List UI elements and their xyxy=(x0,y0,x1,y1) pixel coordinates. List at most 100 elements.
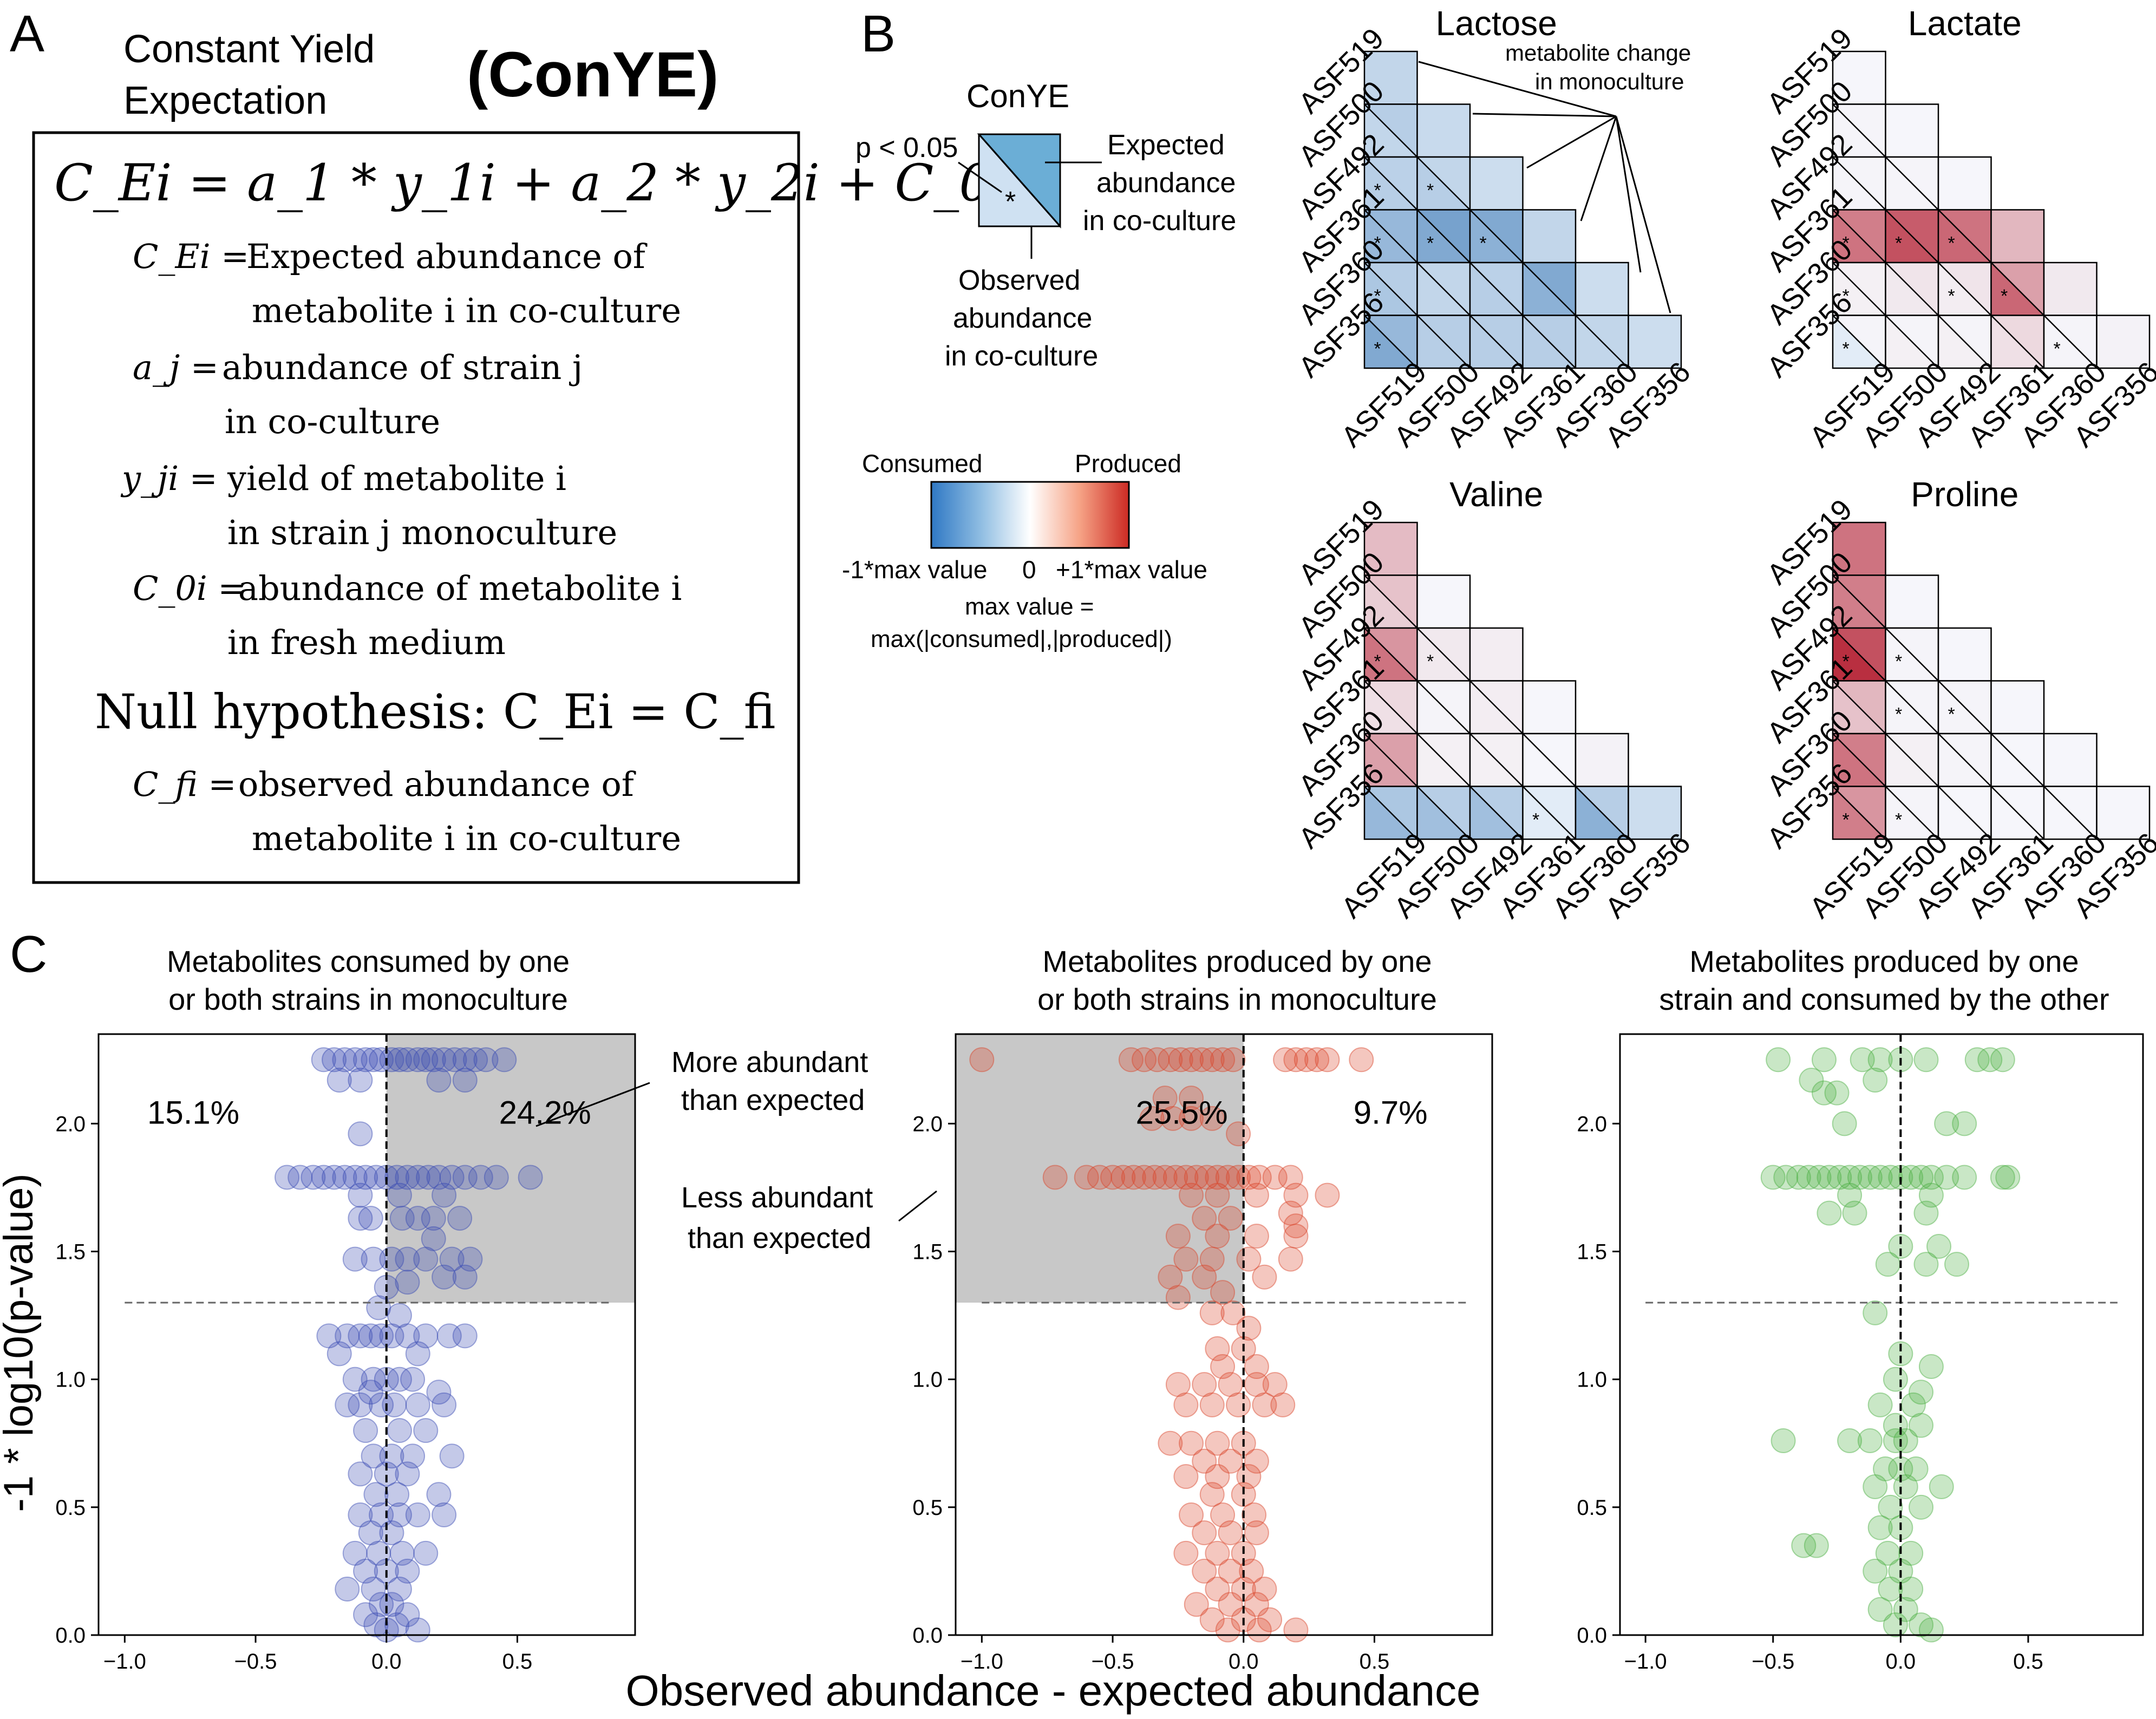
y-tick-label: 0.5 xyxy=(912,1496,943,1520)
data-point xyxy=(452,1323,478,1349)
data-point xyxy=(1867,1392,1893,1417)
data-point xyxy=(1218,1520,1243,1546)
heatmap-cell-mono xyxy=(2043,262,2098,316)
data-point xyxy=(1179,1430,1204,1456)
data-point xyxy=(1283,1213,1309,1239)
data-point xyxy=(1875,1252,1900,1277)
data-point xyxy=(363,1165,389,1190)
data-point xyxy=(1192,1520,1217,1546)
data-point xyxy=(1773,1165,1799,1190)
plot-frame xyxy=(1619,1033,2144,1636)
data-point xyxy=(1179,1047,1204,1073)
data-point xyxy=(363,1612,389,1638)
data-point xyxy=(1205,1540,1230,1566)
heatmap-cell-diagonal xyxy=(1990,315,2044,369)
legend-star: * xyxy=(1005,186,1016,218)
data-point xyxy=(1152,1165,1178,1190)
data-point xyxy=(432,1502,457,1527)
data-point xyxy=(1926,1234,1952,1259)
def-cf-text2: metabolite i in co-culture xyxy=(252,819,681,858)
heatmap-cell-diagonal xyxy=(1832,574,1886,629)
data-point xyxy=(1158,1047,1183,1073)
heatmap-significance-star: * xyxy=(1843,810,1850,831)
data-point xyxy=(353,1558,378,1584)
heatmap-cell-diagonal xyxy=(1990,262,2044,316)
data-point xyxy=(1898,1165,1924,1190)
colorbar xyxy=(930,481,1130,549)
colorbar-mid-label: 0 xyxy=(1022,555,1036,584)
x-tick-label: −0.5 xyxy=(234,1650,277,1674)
heatmap-cell-diagonal xyxy=(1364,680,1418,734)
less-abundant-line2: than expected xyxy=(688,1222,871,1254)
heatmap-cell-diagonal xyxy=(2043,315,2098,369)
data-point xyxy=(1278,1246,1303,1272)
data-point xyxy=(1293,1047,1319,1073)
data-point xyxy=(379,1047,404,1073)
data-point xyxy=(1909,1612,1934,1638)
heatmap-cell-mono xyxy=(2043,733,2098,787)
data-point xyxy=(1867,1515,1893,1540)
data-point xyxy=(1857,1428,1883,1454)
x-axis-label: Observed abundance - expected abundance xyxy=(626,1666,1481,1715)
panel-a-title-line1: Constant Yield xyxy=(123,28,375,71)
data-point xyxy=(348,1323,373,1349)
data-point xyxy=(348,1461,373,1487)
x-tick-label: 0.0 xyxy=(371,1650,402,1674)
observed-label-2: abundance xyxy=(953,303,1092,334)
right-percentage: 24.2% xyxy=(499,1094,591,1130)
scatter-title: or both strains in monoculture xyxy=(1037,982,1437,1016)
data-point xyxy=(1850,1047,1875,1073)
heatmap-cell-diagonal xyxy=(1938,262,1992,316)
data-point xyxy=(1863,1558,1888,1584)
data-point xyxy=(1118,1047,1144,1073)
x-tick-label: −1.0 xyxy=(1624,1650,1667,1674)
data-point xyxy=(1244,1448,1269,1474)
data-point xyxy=(387,1576,412,1602)
data-point xyxy=(463,1047,488,1073)
data-point xyxy=(1252,1392,1277,1417)
panel-label-a: A xyxy=(10,5,44,63)
data-point xyxy=(1863,1300,1888,1325)
heatmap-proline: Proline* ** ** *ASF519ASF500ASF492ASF361ASF… xyxy=(1761,475,2156,924)
less-abundant-line1: Less abundant xyxy=(681,1181,873,1214)
data-point xyxy=(1074,1165,1099,1190)
data-point xyxy=(395,1047,420,1073)
data-point xyxy=(1042,1165,1068,1190)
data-point xyxy=(426,1068,452,1093)
data-point xyxy=(1944,1252,1970,1277)
data-point xyxy=(1824,1080,1850,1106)
heatmap-significance-star: * xyxy=(1427,651,1434,672)
y-tick-label: 2.0 xyxy=(912,1112,943,1136)
data-point xyxy=(384,1482,410,1507)
equation: C_Ei = a_1 * y_1i + a_2 * y_2i + C_0i xyxy=(54,154,1008,213)
heatmap-significance-star: * xyxy=(1374,180,1381,201)
data-point xyxy=(387,1303,412,1328)
heatmap-significance-star: * xyxy=(1374,286,1381,306)
data-point xyxy=(413,1323,439,1349)
heatmap-cell-diagonal xyxy=(1522,315,1576,369)
data-point xyxy=(1152,1086,1178,1111)
y-tick-label: 1.5 xyxy=(55,1240,86,1264)
scatter-title: or both strains in monoculture xyxy=(168,982,568,1016)
data-point xyxy=(348,1206,373,1231)
data-point xyxy=(1199,1482,1225,1507)
heatmap-cell-diagonal xyxy=(1416,733,1471,787)
data-point xyxy=(1349,1047,1374,1073)
data-point xyxy=(1952,1165,1977,1190)
data-point xyxy=(387,1502,412,1527)
data-point xyxy=(1168,1047,1193,1073)
data-point xyxy=(473,1047,499,1073)
data-point xyxy=(1903,1456,1929,1481)
heatmap-cell-diagonal xyxy=(1364,628,1418,682)
heatmap-cell-mono xyxy=(2096,786,2151,840)
data-point xyxy=(1199,1607,1225,1632)
data-point xyxy=(447,1206,473,1231)
data-point xyxy=(405,1047,430,1073)
data-point xyxy=(353,1047,378,1073)
data-point xyxy=(322,1165,347,1190)
heatmap-cell-diagonal xyxy=(1885,315,1939,369)
y-tick-label: 0.0 xyxy=(1577,1624,1607,1648)
scatter-plot-3: Metabolites produced by one strain and co… xyxy=(1577,944,2144,1674)
heatmap-cell-diagonal xyxy=(1938,786,1992,840)
heatmap-cell-diagonal xyxy=(1469,786,1524,840)
